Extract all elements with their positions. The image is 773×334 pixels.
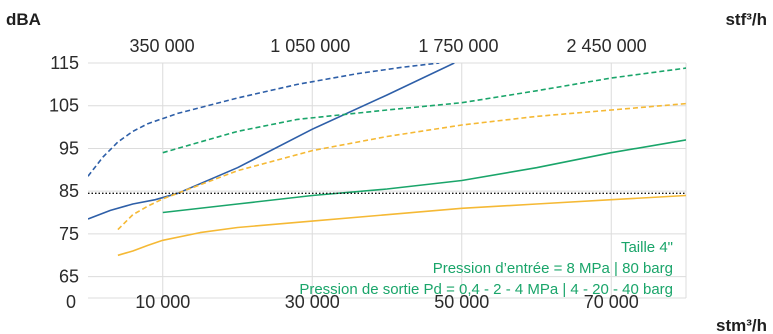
top-axis-unit: stf³/h (725, 10, 767, 29)
x-axis-unit: stm³/h (716, 316, 767, 334)
series-line-4 (117, 102, 686, 231)
annotation-inlet-pressure: Pression d’entrée = 8 MPa | 80 barg (433, 260, 673, 277)
y-tick-label-0: 115 (50, 53, 79, 73)
x-tick-label-0: 0 (66, 292, 76, 312)
series-line-2 (162, 67, 686, 154)
x-tick-labels: 0 10 000 30 000 50 000 70 000 (66, 292, 639, 312)
x-tick-label-1: 10 000 (135, 292, 190, 312)
x-tick-label-4: 70 000 (584, 292, 639, 312)
series-line-3 (162, 139, 686, 214)
y-axis-unit: dBA (6, 10, 41, 29)
top-tick-label-0: 350 000 (130, 36, 195, 56)
y-tick-labels: 115 105 95 85 75 65 (49, 53, 79, 287)
top-tick-label-1: 1 050 000 (270, 36, 350, 56)
series-layer (88, 63, 686, 257)
series-line-1 (88, 63, 455, 220)
x-tick-label-2: 30 000 (285, 292, 340, 312)
series-line-0 (88, 63, 440, 177)
y-tick-label-3: 85 (59, 181, 79, 201)
series-line-5 (117, 194, 686, 257)
top-tick-label-2: 1 750 000 (418, 36, 498, 56)
top-tick-labels: 350 000 1 050 000 1 750 000 2 450 000 (130, 36, 647, 56)
y-tick-label-4: 75 (59, 224, 79, 244)
grid (88, 62, 687, 299)
top-tick-label-3: 2 450 000 (567, 36, 647, 56)
y-tick-label-5: 65 (59, 267, 79, 287)
annotation-size: Taille 4" (621, 239, 673, 256)
y-tick-label-2: 95 (59, 138, 79, 158)
y-tick-label-1: 105 (49, 96, 79, 116)
x-tick-label-3: 50 000 (434, 292, 489, 312)
annotation-outlet-pressure: Pression de sortie Pd = 0,4 - 2 - 4 MPa … (299, 281, 673, 298)
